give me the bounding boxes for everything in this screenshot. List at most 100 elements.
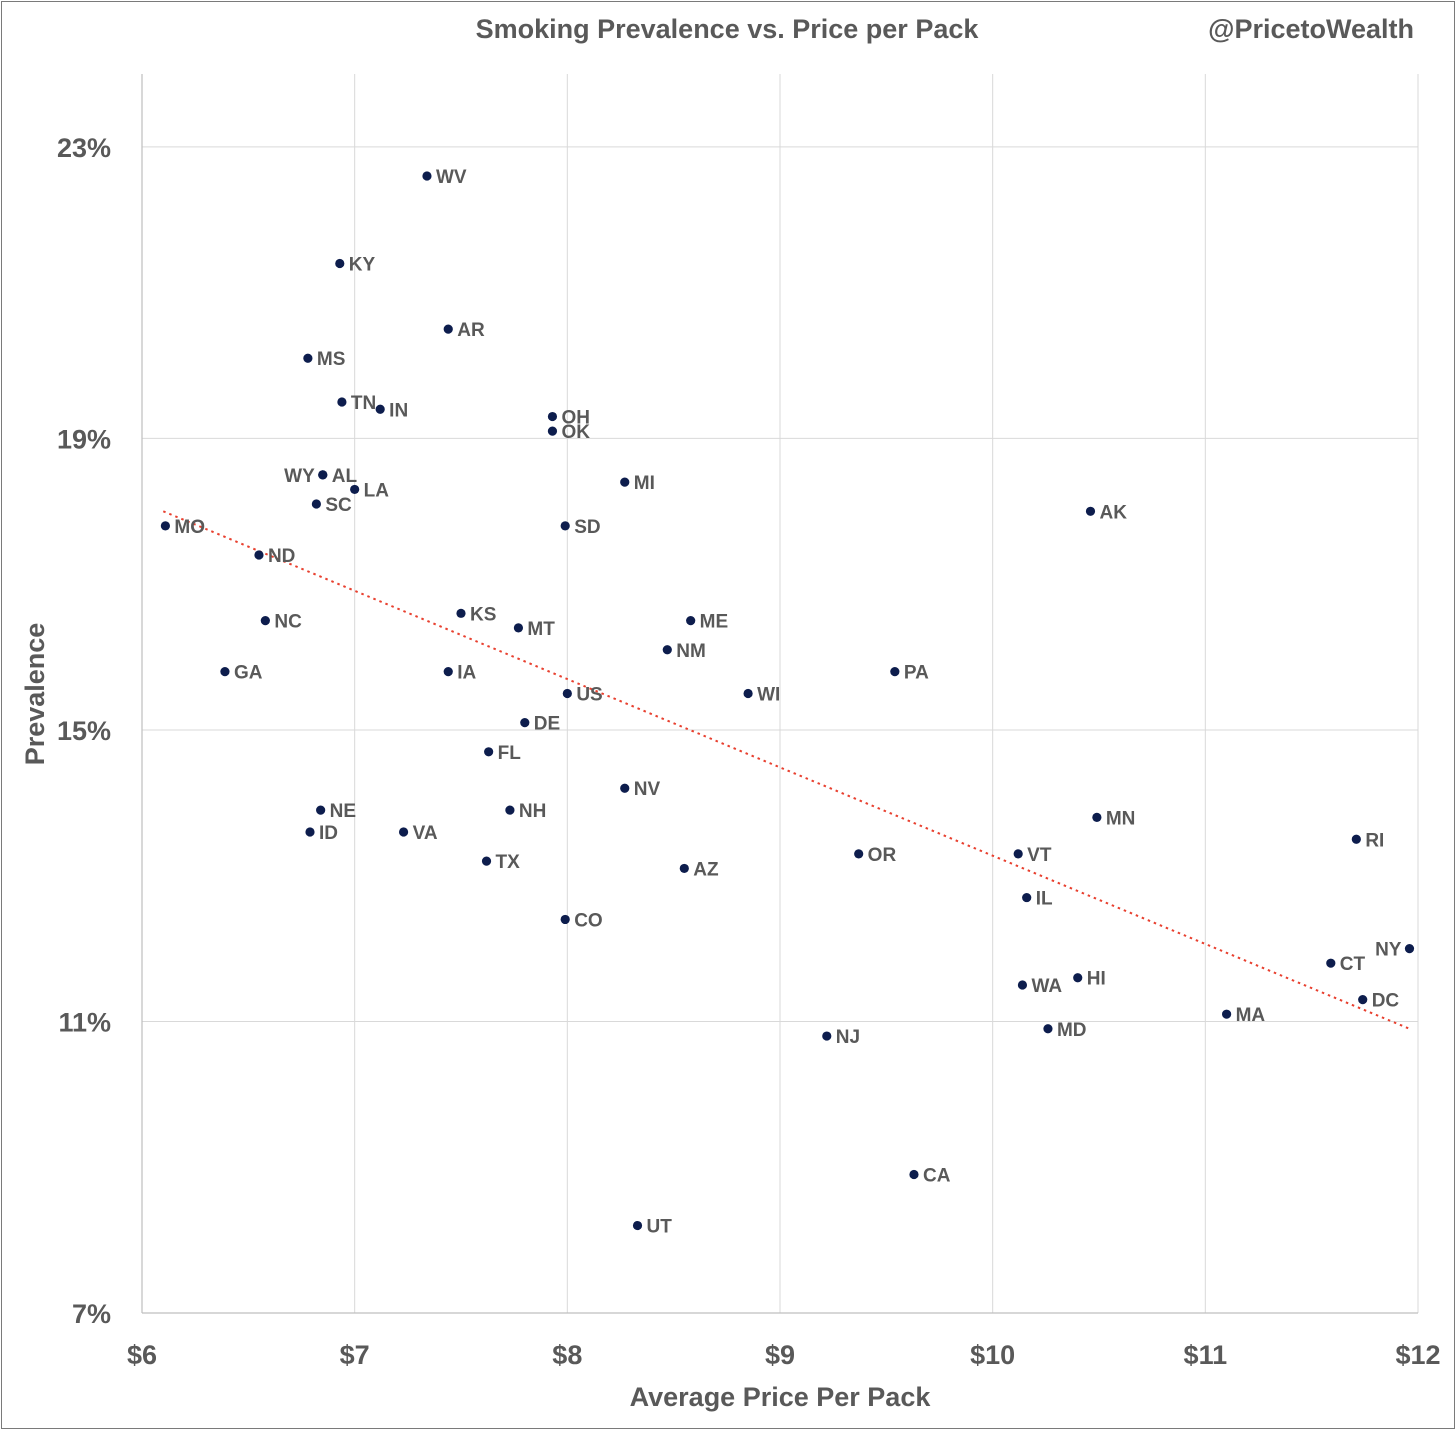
- point-label: AZ: [693, 859, 719, 880]
- point-marker: [422, 171, 432, 181]
- data-point-nv: NV: [620, 779, 660, 800]
- point-label: PA: [904, 663, 929, 684]
- point-label: OR: [868, 845, 897, 866]
- data-point-la: LA: [350, 480, 389, 501]
- point-marker: [890, 667, 900, 677]
- point-marker: [1043, 1024, 1053, 1034]
- point-label: WY: [284, 466, 315, 487]
- point-label: NJ: [836, 1027, 860, 1048]
- point-marker: [456, 608, 466, 618]
- point-label: GA: [234, 663, 263, 684]
- data-point-tn: TN: [337, 393, 376, 414]
- x-tick-label: $9: [765, 1340, 795, 1370]
- point-label: MA: [1236, 1005, 1266, 1026]
- point-marker: [1358, 995, 1368, 1005]
- y-tick-label: 15%: [57, 716, 111, 746]
- point-label: CA: [923, 1166, 951, 1187]
- point-marker: [547, 426, 558, 436]
- data-point-in: IN: [375, 400, 408, 421]
- point-marker: [1073, 973, 1083, 983]
- point-marker: [316, 805, 326, 815]
- point-marker: [350, 484, 360, 495]
- point-marker: [513, 623, 524, 633]
- point-label: IN: [389, 400, 408, 421]
- point-marker: [318, 470, 328, 480]
- point-label: KS: [470, 604, 496, 625]
- data-point-nm: NM: [662, 641, 706, 662]
- point-label: MN: [1106, 808, 1136, 829]
- point-label: OK: [561, 422, 590, 443]
- data-point-dc: DC: [1358, 991, 1399, 1012]
- point-marker: [254, 550, 264, 560]
- point-marker: [562, 688, 572, 699]
- x-tick-label: $7: [340, 1340, 370, 1370]
- point-label: TN: [351, 393, 376, 414]
- point-marker: [822, 1031, 832, 1041]
- data-point-il: IL: [1022, 889, 1053, 910]
- data-point-pa: PA: [890, 663, 929, 684]
- point-marker: [303, 353, 313, 363]
- point-label: MS: [317, 349, 346, 370]
- data-point-ny: NY: [1375, 940, 1415, 961]
- y-tick-label: 23%: [57, 133, 111, 163]
- point-marker: [1222, 1009, 1232, 1019]
- point-label: KY: [349, 254, 376, 275]
- data-point-md: MD: [1043, 1020, 1087, 1041]
- point-label: TX: [496, 852, 521, 873]
- point-label: VT: [1027, 845, 1052, 866]
- data-point-al: AL: [318, 466, 357, 487]
- point-marker: [1085, 506, 1096, 516]
- point-label: CT: [1340, 954, 1366, 975]
- y-tick-label: 19%: [57, 424, 111, 454]
- point-marker: [375, 404, 385, 414]
- point-label: WI: [757, 685, 780, 706]
- point-label: NY: [1375, 940, 1402, 961]
- data-point-wi: WI: [743, 685, 780, 706]
- x-tick-label: $8: [552, 1340, 582, 1370]
- point-marker: [620, 477, 630, 487]
- point-label: IL: [1036, 889, 1053, 910]
- point-marker: [1013, 849, 1023, 859]
- point-label: NC: [274, 612, 302, 633]
- data-point-wv: WV: [422, 167, 467, 188]
- point-label: MD: [1057, 1020, 1087, 1041]
- point-marker: [632, 1220, 643, 1231]
- point-label: OH: [561, 408, 590, 429]
- point-marker: [220, 667, 230, 677]
- data-point-sd: SD: [560, 517, 601, 538]
- chart-title: Smoking Prevalence vs. Price per Pack: [476, 14, 980, 44]
- point-label: NV: [634, 779, 661, 800]
- data-point-us: US: [562, 685, 603, 706]
- point-label: DE: [534, 714, 560, 735]
- point-label: AL: [332, 466, 358, 487]
- trendline-group: [162, 510, 1410, 1030]
- data-point-ca: CA: [909, 1166, 951, 1187]
- point-label: VA: [413, 823, 438, 844]
- point-label: AK: [1099, 502, 1127, 523]
- point-label: US: [576, 685, 602, 706]
- point-label: NH: [519, 801, 546, 822]
- data-point-nc: NC: [260, 612, 302, 633]
- data-point-mn: MN: [1092, 808, 1135, 829]
- data-point-de: DE: [520, 714, 560, 735]
- point-label: MO: [174, 517, 205, 538]
- point-marker: [520, 718, 530, 728]
- point-label: SD: [574, 517, 600, 538]
- data-point-mi: MI: [620, 473, 655, 494]
- data-point-ia: IA: [443, 663, 477, 684]
- point-marker: [1404, 943, 1415, 954]
- point-marker: [335, 258, 345, 269]
- point-marker: [662, 645, 672, 655]
- data-point-sc: SC: [311, 495, 352, 516]
- point-label: UT: [647, 1217, 673, 1238]
- point-marker: [160, 521, 170, 531]
- point-label: WV: [436, 167, 467, 188]
- point-marker: [398, 827, 409, 837]
- data-point-ri: RI: [1351, 830, 1384, 851]
- data-point-wa: WA: [1017, 976, 1062, 997]
- data-point-fl: FL: [484, 743, 521, 764]
- point-marker: [1351, 834, 1361, 844]
- x-tick-label: $6: [127, 1340, 157, 1370]
- trendline: [162, 510, 1410, 1030]
- point-marker: [481, 856, 492, 866]
